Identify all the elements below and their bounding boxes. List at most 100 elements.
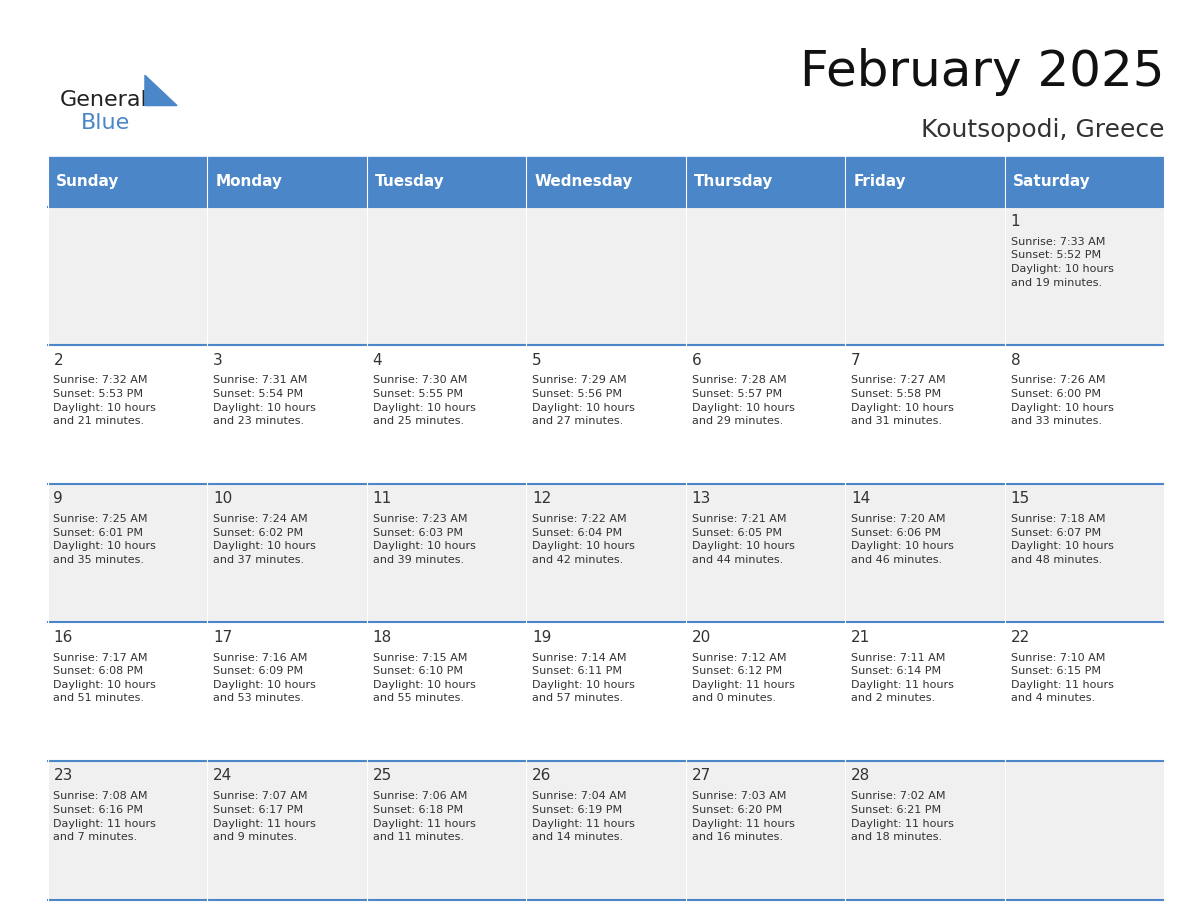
Bar: [207, 761, 367, 900]
Text: Sunrise: 7:15 AM
Sunset: 6:10 PM
Daylight: 10 hours
and 55 minutes.: Sunrise: 7:15 AM Sunset: 6:10 PM Dayligh…: [373, 653, 475, 703]
Bar: [845, 622, 1005, 761]
Bar: [48, 207, 207, 345]
Bar: [845, 484, 1005, 622]
Text: 4: 4: [373, 353, 383, 367]
Text: 9: 9: [53, 491, 63, 506]
Bar: [526, 345, 685, 484]
Text: Sunrise: 7:10 AM
Sunset: 6:15 PM
Daylight: 11 hours
and 4 minutes.: Sunrise: 7:10 AM Sunset: 6:15 PM Dayligh…: [1011, 653, 1113, 703]
Text: 10: 10: [213, 491, 232, 506]
Bar: [845, 345, 1005, 484]
Text: 28: 28: [851, 768, 871, 783]
Text: 24: 24: [213, 768, 232, 783]
Text: Sunrise: 7:06 AM
Sunset: 6:18 PM
Daylight: 11 hours
and 11 minutes.: Sunrise: 7:06 AM Sunset: 6:18 PM Dayligh…: [373, 791, 475, 842]
Text: Saturday: Saturday: [1013, 174, 1091, 189]
Bar: [1005, 156, 1164, 207]
Text: 23: 23: [53, 768, 72, 783]
Bar: [367, 345, 526, 484]
Text: Sunrise: 7:12 AM
Sunset: 6:12 PM
Daylight: 11 hours
and 0 minutes.: Sunrise: 7:12 AM Sunset: 6:12 PM Dayligh…: [691, 653, 795, 703]
Text: 13: 13: [691, 491, 710, 506]
Text: General: General: [59, 90, 147, 110]
Bar: [48, 622, 207, 761]
Bar: [1005, 207, 1164, 345]
Text: Sunrise: 7:28 AM
Sunset: 5:57 PM
Daylight: 10 hours
and 29 minutes.: Sunrise: 7:28 AM Sunset: 5:57 PM Dayligh…: [691, 375, 795, 426]
Bar: [526, 207, 685, 345]
Text: 11: 11: [373, 491, 392, 506]
Text: Sunrise: 7:20 AM
Sunset: 6:06 PM
Daylight: 10 hours
and 46 minutes.: Sunrise: 7:20 AM Sunset: 6:06 PM Dayligh…: [851, 514, 954, 565]
Text: 17: 17: [213, 630, 232, 644]
Text: Sunrise: 7:16 AM
Sunset: 6:09 PM
Daylight: 10 hours
and 53 minutes.: Sunrise: 7:16 AM Sunset: 6:09 PM Dayligh…: [213, 653, 316, 703]
Text: February 2025: February 2025: [800, 49, 1164, 96]
Bar: [207, 484, 367, 622]
Text: 15: 15: [1011, 491, 1030, 506]
Text: Sunrise: 7:03 AM
Sunset: 6:20 PM
Daylight: 11 hours
and 16 minutes.: Sunrise: 7:03 AM Sunset: 6:20 PM Dayligh…: [691, 791, 795, 842]
Text: Koutsopodi, Greece: Koutsopodi, Greece: [921, 118, 1164, 142]
Text: Sunrise: 7:21 AM
Sunset: 6:05 PM
Daylight: 10 hours
and 44 minutes.: Sunrise: 7:21 AM Sunset: 6:05 PM Dayligh…: [691, 514, 795, 565]
Text: Sunrise: 7:25 AM
Sunset: 6:01 PM
Daylight: 10 hours
and 35 minutes.: Sunrise: 7:25 AM Sunset: 6:01 PM Dayligh…: [53, 514, 157, 565]
Bar: [845, 761, 1005, 900]
Text: Sunrise: 7:04 AM
Sunset: 6:19 PM
Daylight: 11 hours
and 14 minutes.: Sunrise: 7:04 AM Sunset: 6:19 PM Dayligh…: [532, 791, 634, 842]
Bar: [845, 156, 1005, 207]
Text: Sunrise: 7:22 AM
Sunset: 6:04 PM
Daylight: 10 hours
and 42 minutes.: Sunrise: 7:22 AM Sunset: 6:04 PM Dayligh…: [532, 514, 634, 565]
Bar: [685, 207, 845, 345]
Bar: [1005, 761, 1164, 900]
Bar: [207, 156, 367, 207]
Text: Friday: Friday: [853, 174, 906, 189]
Bar: [48, 345, 207, 484]
Text: Sunrise: 7:08 AM
Sunset: 6:16 PM
Daylight: 11 hours
and 7 minutes.: Sunrise: 7:08 AM Sunset: 6:16 PM Dayligh…: [53, 791, 157, 842]
Text: Monday: Monday: [215, 174, 283, 189]
Bar: [207, 345, 367, 484]
Text: Sunrise: 7:23 AM
Sunset: 6:03 PM
Daylight: 10 hours
and 39 minutes.: Sunrise: 7:23 AM Sunset: 6:03 PM Dayligh…: [373, 514, 475, 565]
Text: Sunrise: 7:17 AM
Sunset: 6:08 PM
Daylight: 10 hours
and 51 minutes.: Sunrise: 7:17 AM Sunset: 6:08 PM Dayligh…: [53, 653, 157, 703]
Text: 26: 26: [532, 768, 551, 783]
Bar: [685, 622, 845, 761]
Bar: [526, 156, 685, 207]
Bar: [685, 345, 845, 484]
Text: 16: 16: [53, 630, 72, 644]
Text: Wednesday: Wednesday: [535, 174, 633, 189]
Text: 2: 2: [53, 353, 63, 367]
Polygon shape: [145, 75, 177, 106]
Text: Sunrise: 7:30 AM
Sunset: 5:55 PM
Daylight: 10 hours
and 25 minutes.: Sunrise: 7:30 AM Sunset: 5:55 PM Dayligh…: [373, 375, 475, 426]
Bar: [367, 761, 526, 900]
Bar: [367, 207, 526, 345]
Text: Blue: Blue: [81, 113, 129, 133]
Text: Sunrise: 7:33 AM
Sunset: 5:52 PM
Daylight: 10 hours
and 19 minutes.: Sunrise: 7:33 AM Sunset: 5:52 PM Dayligh…: [1011, 237, 1113, 287]
Text: Sunrise: 7:18 AM
Sunset: 6:07 PM
Daylight: 10 hours
and 48 minutes.: Sunrise: 7:18 AM Sunset: 6:07 PM Dayligh…: [1011, 514, 1113, 565]
Text: 12: 12: [532, 491, 551, 506]
Text: 18: 18: [373, 630, 392, 644]
Text: 14: 14: [851, 491, 871, 506]
Text: Sunrise: 7:02 AM
Sunset: 6:21 PM
Daylight: 11 hours
and 18 minutes.: Sunrise: 7:02 AM Sunset: 6:21 PM Dayligh…: [851, 791, 954, 842]
Text: 21: 21: [851, 630, 871, 644]
Bar: [207, 207, 367, 345]
Text: Sunrise: 7:31 AM
Sunset: 5:54 PM
Daylight: 10 hours
and 23 minutes.: Sunrise: 7:31 AM Sunset: 5:54 PM Dayligh…: [213, 375, 316, 426]
Text: 22: 22: [1011, 630, 1030, 644]
Text: 5: 5: [532, 353, 542, 367]
Text: Sunrise: 7:14 AM
Sunset: 6:11 PM
Daylight: 10 hours
and 57 minutes.: Sunrise: 7:14 AM Sunset: 6:11 PM Dayligh…: [532, 653, 634, 703]
Text: 1: 1: [1011, 214, 1020, 229]
Bar: [367, 484, 526, 622]
Bar: [367, 156, 526, 207]
Bar: [685, 156, 845, 207]
Bar: [526, 761, 685, 900]
Bar: [685, 484, 845, 622]
Bar: [48, 156, 207, 207]
Bar: [845, 207, 1005, 345]
Text: Thursday: Thursday: [694, 174, 773, 189]
Bar: [207, 622, 367, 761]
Text: 20: 20: [691, 630, 710, 644]
Bar: [1005, 484, 1164, 622]
Text: 27: 27: [691, 768, 710, 783]
Text: Sunrise: 7:32 AM
Sunset: 5:53 PM
Daylight: 10 hours
and 21 minutes.: Sunrise: 7:32 AM Sunset: 5:53 PM Dayligh…: [53, 375, 157, 426]
Bar: [526, 622, 685, 761]
Bar: [685, 761, 845, 900]
Bar: [1005, 345, 1164, 484]
Text: 7: 7: [851, 353, 861, 367]
Text: Tuesday: Tuesday: [375, 174, 444, 189]
Text: Sunrise: 7:24 AM
Sunset: 6:02 PM
Daylight: 10 hours
and 37 minutes.: Sunrise: 7:24 AM Sunset: 6:02 PM Dayligh…: [213, 514, 316, 565]
Text: Sunday: Sunday: [56, 174, 119, 189]
Text: Sunrise: 7:26 AM
Sunset: 6:00 PM
Daylight: 10 hours
and 33 minutes.: Sunrise: 7:26 AM Sunset: 6:00 PM Dayligh…: [1011, 375, 1113, 426]
Bar: [367, 622, 526, 761]
Text: Sunrise: 7:07 AM
Sunset: 6:17 PM
Daylight: 11 hours
and 9 minutes.: Sunrise: 7:07 AM Sunset: 6:17 PM Dayligh…: [213, 791, 316, 842]
Text: 6: 6: [691, 353, 701, 367]
Bar: [48, 484, 207, 622]
